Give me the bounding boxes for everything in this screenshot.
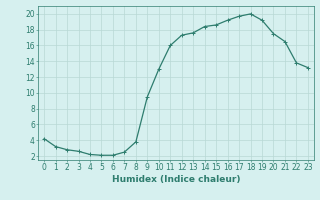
X-axis label: Humidex (Indice chaleur): Humidex (Indice chaleur) [112, 175, 240, 184]
